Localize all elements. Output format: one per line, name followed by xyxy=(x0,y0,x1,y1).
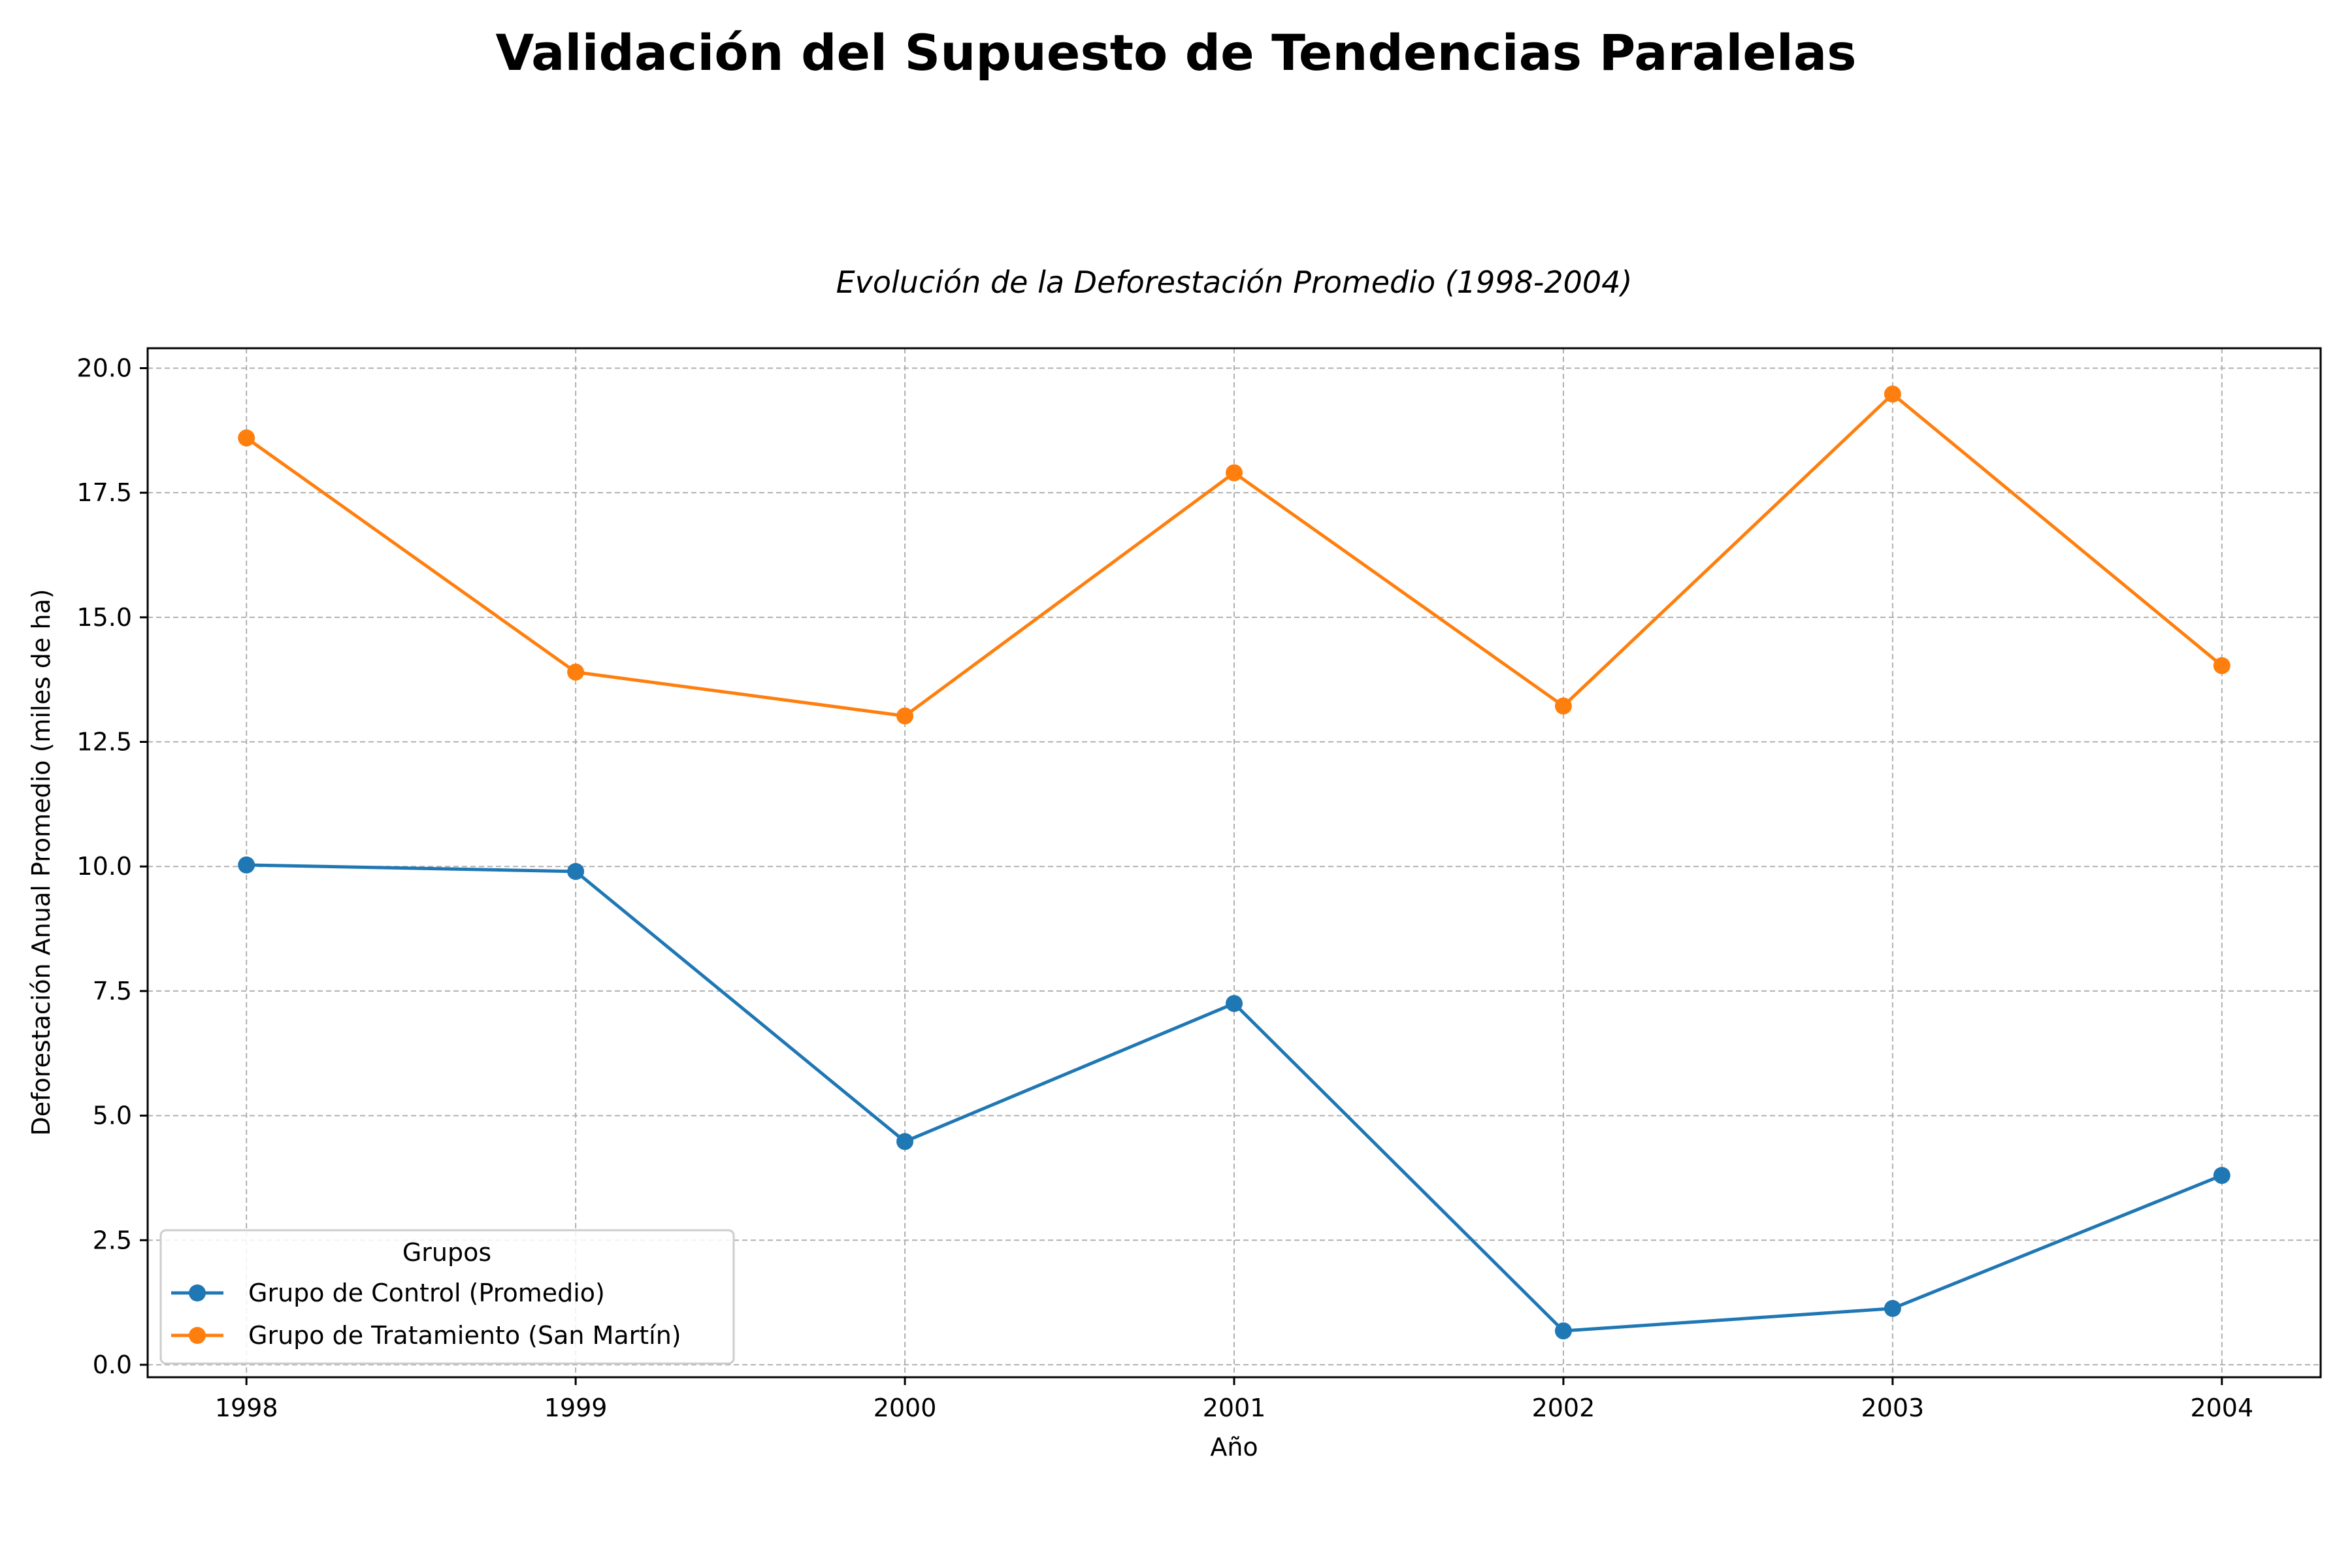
y-tick-label: 17.5 xyxy=(76,478,132,507)
y-tick-label: 5.0 xyxy=(93,1102,132,1130)
data-point xyxy=(238,856,255,874)
x-tick-label: 2000 xyxy=(874,1394,937,1422)
y-tick-label: 7.5 xyxy=(93,977,132,1005)
data-point xyxy=(1226,994,1243,1012)
x-tick-label: 1999 xyxy=(544,1394,608,1422)
data-point xyxy=(1554,697,1572,715)
grid xyxy=(148,348,2321,1377)
x-tick-label: 2001 xyxy=(1203,1394,1266,1422)
legend-label-1: Grupo de Tratamiento (San Martín) xyxy=(248,1321,681,1350)
data-point xyxy=(896,707,914,725)
y-tick-label: 10.0 xyxy=(76,852,132,881)
data-point xyxy=(1884,385,1901,403)
y-tick-label: 15.0 xyxy=(76,603,132,632)
legend-box xyxy=(159,1229,735,1365)
page-title: Validación del Supuesto de Tendencias Pa… xyxy=(495,24,1857,82)
legend: Grupos Grupo de Control (Promedio)Grupo … xyxy=(159,1229,735,1365)
legend-label-0: Grupo de Control (Promedio) xyxy=(248,1279,605,1307)
y-tick-label: 20.0 xyxy=(76,354,132,383)
series-layer xyxy=(238,385,2230,1340)
y-tick-label: 12.5 xyxy=(76,728,132,757)
data-point xyxy=(567,862,585,880)
axis-ticks: 1998 1999 2000 2001 2002 2003 2004 0.0 2.5 5.0 7.5… xyxy=(76,354,2253,1422)
x-tick-label: 2004 xyxy=(2190,1394,2253,1422)
data-point xyxy=(1226,464,1243,482)
data-point xyxy=(2213,1167,2230,1184)
y-tick-label: 2.5 xyxy=(93,1226,132,1254)
x-tick-label: 1998 xyxy=(215,1394,278,1422)
x-tick-label: 2002 xyxy=(1532,1394,1595,1422)
data-point xyxy=(896,1133,914,1151)
data-point xyxy=(1884,1299,1901,1317)
data-point xyxy=(2213,657,2230,674)
y-axis-label: Deforestación Anual Promedio (miles de h… xyxy=(27,589,56,1135)
legend-items: Grupo de Control (Promedio) Grupo de Trat… xyxy=(171,1279,681,1350)
data-point xyxy=(567,663,585,681)
data-point xyxy=(238,429,255,447)
chart-subtitle: Evolución de la Deforestación Promedio (… xyxy=(836,265,1633,300)
x-axis-label: Año xyxy=(1210,1433,1258,1462)
legend-marker-1 xyxy=(189,1327,206,1344)
x-tick-label: 2003 xyxy=(1861,1394,1925,1422)
y-tick-label: 0.0 xyxy=(93,1350,132,1379)
data-point xyxy=(1554,1322,1572,1340)
legend-title: Grupos xyxy=(402,1238,491,1267)
legend-marker-0 xyxy=(189,1284,206,1301)
